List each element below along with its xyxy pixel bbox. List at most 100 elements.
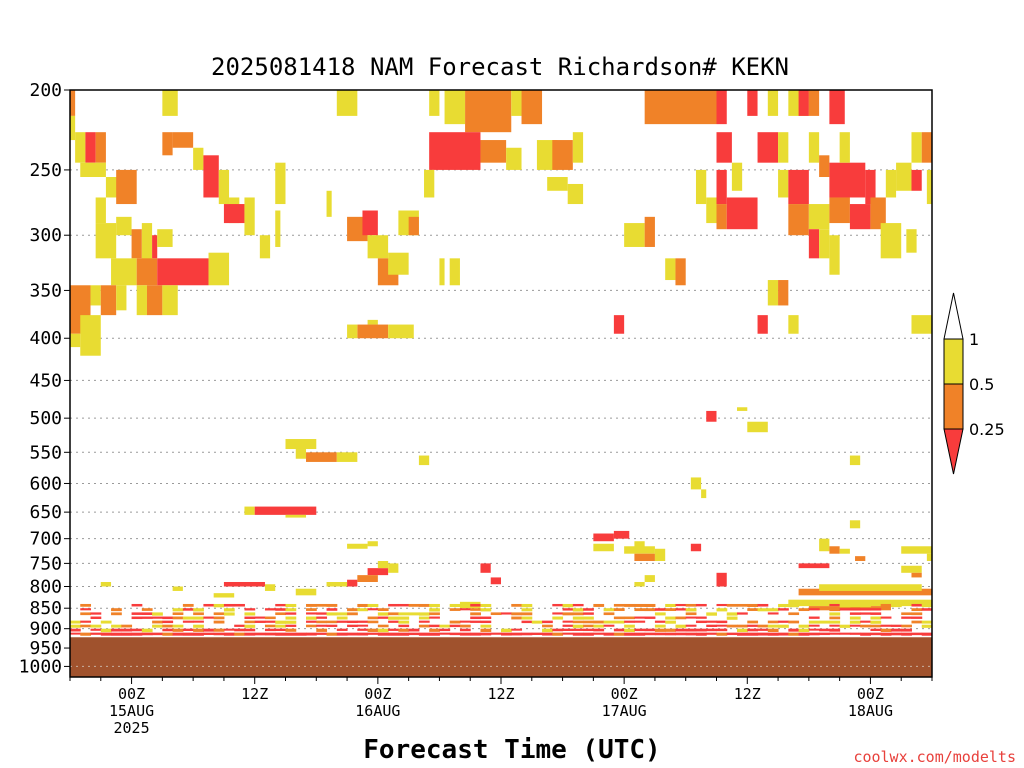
heatmap-cell	[911, 620, 923, 624]
x-tick-label: 12Z	[734, 685, 761, 703]
heatmap-cell	[567, 183, 584, 205]
heatmap-cell	[613, 603, 625, 607]
heatmap-cell	[583, 632, 594, 637]
heatmap-cell	[726, 612, 738, 616]
heatmap-cell	[603, 612, 615, 616]
heatmap-cell	[172, 608, 184, 612]
heatmap-cell	[829, 628, 841, 632]
y-tick-label: 650	[29, 502, 62, 523]
heatmap-cell	[116, 216, 132, 236]
heatmap-cell	[326, 612, 338, 616]
heatmap-cell	[798, 563, 830, 569]
heatmap-cell	[849, 616, 861, 620]
credit-text: coolwx.com/modelts	[853, 748, 1016, 766]
heatmap-cell	[695, 632, 707, 637]
heatmap-cell	[336, 612, 348, 616]
heatmap-cell	[706, 632, 717, 635]
heatmap-cell	[690, 477, 702, 490]
heatmap-cell	[624, 628, 635, 633]
heatmap-cell	[254, 616, 266, 619]
heatmap-cell	[701, 489, 707, 499]
heatmap-cell	[367, 603, 379, 607]
heatmap-cell	[685, 616, 697, 619]
heatmap-cell	[172, 628, 184, 632]
heatmap-cell	[911, 603, 923, 607]
heatmap-cell	[157, 229, 173, 247]
heatmap-cell	[100, 628, 112, 633]
heatmap-cell	[459, 632, 471, 636]
heatmap-cell	[152, 620, 163, 624]
heatmap-cell	[593, 632, 605, 635]
heatmap-cell	[926, 553, 932, 561]
heatmap-cell	[860, 608, 871, 611]
heatmap-cell	[470, 612, 481, 616]
heatmap-cell	[347, 624, 358, 628]
heatmap-cell	[116, 285, 127, 311]
heatmap-cell	[244, 197, 255, 236]
heatmap-cell	[90, 616, 102, 619]
heatmap-cell	[111, 624, 122, 628]
heatmap-cell	[849, 520, 861, 529]
heatmap-cell	[141, 608, 153, 611]
heatmap-cell	[737, 628, 748, 633]
heatmap-cell	[208, 252, 230, 286]
heatmap-cell	[562, 620, 574, 623]
heatmap-cell	[131, 229, 142, 259]
heatmap-cell	[921, 620, 932, 624]
heatmap-cell	[326, 624, 338, 627]
y-axis: 200 250 300 350 400 450 500 550 600 650 700 7508008…	[19, 80, 70, 677]
heatmap-cell	[880, 223, 902, 259]
heatmap-cell	[644, 632, 656, 636]
heatmap-cell	[408, 603, 420, 607]
heatmap-cell	[624, 632, 635, 637]
heatmap-cell	[418, 603, 430, 607]
heatmap-cell	[716, 132, 732, 163]
heatmap-cell	[547, 177, 568, 191]
heatmap-cell	[521, 608, 533, 612]
heatmap-cell	[234, 624, 245, 627]
heatmap-cell	[808, 229, 820, 259]
heatmap-cell	[326, 620, 338, 624]
heatmap-cell	[264, 616, 276, 620]
heatmap-cell	[819, 628, 830, 632]
heatmap-cell	[572, 616, 584, 620]
heatmap-cell	[367, 608, 379, 611]
heatmap-cell	[316, 620, 328, 624]
heatmap-cell	[808, 624, 820, 627]
x-tick-label: 2025	[114, 719, 150, 737]
heatmap-cell	[408, 632, 420, 636]
heatmap-cell	[531, 632, 543, 636]
x-tick-label: 17AUG	[602, 702, 647, 720]
heatmap-cell	[264, 628, 276, 632]
heatmap-cell	[726, 603, 738, 607]
heatmap-cell	[172, 612, 184, 615]
heatmap-cell	[429, 632, 440, 637]
heatmap-cells	[70, 90, 932, 677]
heatmap-cell	[152, 235, 158, 259]
heatmap-cell	[439, 628, 451, 632]
x-tick-label: 16AUG	[355, 702, 400, 720]
heatmap-cell	[111, 632, 122, 637]
y-tick-label: 800	[29, 576, 62, 597]
heatmap-cell	[798, 588, 932, 596]
heatmap-cell	[285, 608, 297, 612]
heatmap-cell	[808, 632, 820, 636]
heatmap-cell	[316, 632, 328, 635]
heatmap-cell	[285, 620, 297, 624]
heatmap-cell	[665, 632, 676, 636]
heatmap-cell	[572, 632, 584, 636]
heatmap-cell	[644, 216, 655, 247]
heatmap-cell	[644, 628, 656, 632]
heatmap-cell	[347, 612, 358, 616]
heatmap-cell	[223, 628, 235, 631]
heatmap-cell	[234, 628, 245, 632]
heatmap-cell	[111, 608, 122, 612]
heatmap-cell	[593, 620, 605, 624]
heatmap-cell	[182, 616, 194, 620]
heatmap-cell	[654, 624, 666, 628]
heatmap-cell	[213, 620, 225, 624]
heatmap-cell	[465, 90, 512, 133]
heatmap-cell	[675, 616, 687, 620]
heatmap-cell	[901, 628, 912, 632]
heatmap-cell	[501, 632, 512, 636]
